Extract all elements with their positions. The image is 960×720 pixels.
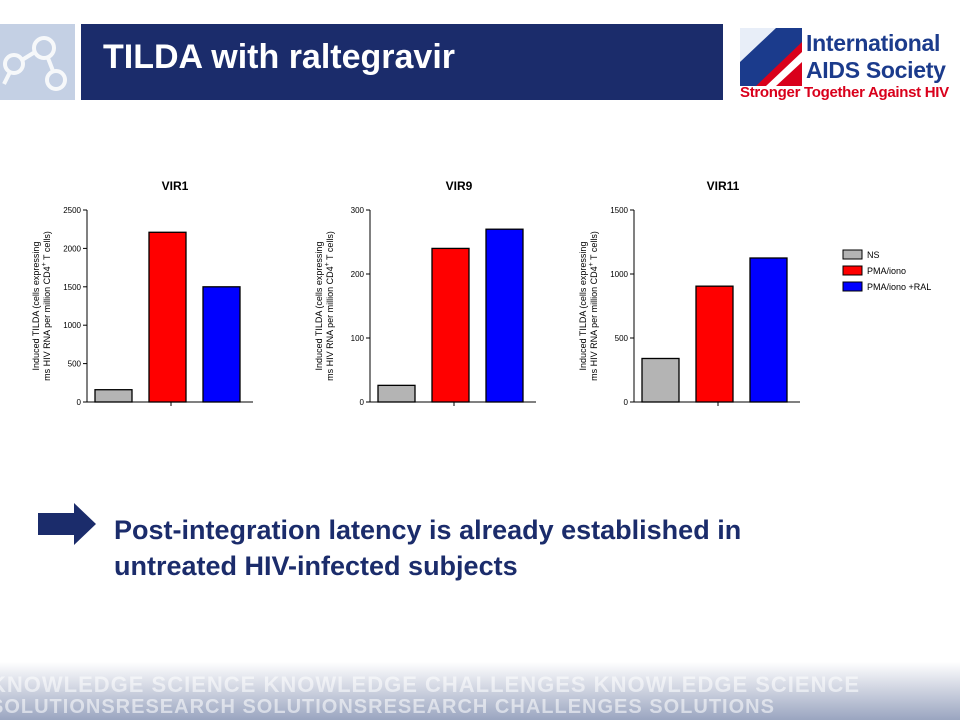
y-tick-label: 0 — [360, 398, 365, 407]
header-bar — [81, 24, 723, 100]
y-tick-label: 0 — [624, 398, 629, 407]
y-axis-label: Induced TILDA (cells expressingms HIV RN… — [314, 231, 335, 381]
bar-pma-iono — [695, 285, 734, 403]
bar-ns — [641, 357, 680, 403]
y-tick-label: 200 — [351, 270, 365, 279]
legend-swatch — [842, 265, 863, 276]
y-tick-label: 500 — [615, 334, 629, 343]
ias-name-line1: International — [806, 30, 941, 56]
chart-title: VIR1 — [162, 179, 189, 193]
legend-swatch — [842, 249, 863, 260]
header-molecule-graphic — [0, 24, 75, 100]
bar-pma-iono — [431, 247, 470, 403]
bar-ns — [94, 389, 133, 403]
y-tick-label: 300 — [351, 206, 365, 215]
conclusion-text: Post-integration latency is already esta… — [114, 512, 914, 584]
molecule-icon — [2, 36, 67, 91]
chart-2: VIR11 0 500 1000 1500 Induced TILDA (cells ex… — [578, 179, 800, 407]
y-axis-label: Induced TILDA (cells expressingms HIV RN… — [31, 231, 52, 381]
y-axis-label: Induced TILDA (cells expressingms HIV RN… — [578, 231, 599, 381]
right-arrow-icon — [38, 503, 96, 545]
footer-words-line1: KNOWLEDGE SCIENCE KNOWLEDGE CHALLENGES K… — [0, 672, 861, 697]
legend-swatch — [842, 281, 863, 292]
y-tick-label: 100 — [351, 334, 365, 343]
y-tick-label: 2000 — [63, 244, 81, 253]
bar-ns — [377, 384, 416, 403]
bar-pma-iono-ral — [202, 286, 241, 403]
chart-0: VIR1 0 500 1000 1500 2000 2500 Induced TILDA (c… — [31, 179, 253, 407]
y-tick-label: 1000 — [610, 270, 628, 279]
bar-pma-iono-ral — [749, 257, 788, 403]
y-tick-label: 2500 — [63, 206, 81, 215]
chart-title: VIR9 — [446, 179, 473, 193]
slide-title: TILDA with raltegravir — [103, 38, 456, 76]
y-tick-label: 1000 — [63, 321, 81, 330]
y-tick-label: 1500 — [610, 206, 628, 215]
legend-label: PMA/iono — [867, 266, 906, 276]
footer-banner: KNOWLEDGE SCIENCE KNOWLEDGE CHALLENGES K… — [0, 662, 960, 720]
chart-title: VIR11 — [707, 179, 740, 193]
ias-tagline: Stronger Together Against HIV — [740, 84, 949, 101]
y-tick-label: 500 — [68, 360, 82, 369]
y-tick-label: 0 — [77, 398, 82, 407]
header-separator — [75, 24, 81, 100]
y-tick-label: 1500 — [63, 283, 81, 292]
conclusion-line-2: untreated HIV-infected subjects — [114, 551, 518, 581]
chart-legend: NS PMA/iono PMA/iono +RAL — [842, 249, 931, 292]
conclusion-line-1: Post-integration latency is already esta… — [114, 515, 742, 545]
footer-words-line2: SOLUTIONSRESEARCH SOLUTIONSRESEARCH CHAL… — [0, 696, 775, 718]
chart-1: VIR9 0 100 200 300 Induced TILDA (cells expre… — [314, 179, 536, 407]
legend-label: PMA/iono +RAL — [867, 282, 931, 292]
ias-emblem-icon — [740, 28, 802, 86]
ias-name-line2: AIDS Society — [806, 57, 946, 83]
bar-pma-iono — [148, 231, 187, 403]
legend-label: NS — [867, 250, 880, 260]
bar-pma-iono-ral — [485, 228, 524, 403]
